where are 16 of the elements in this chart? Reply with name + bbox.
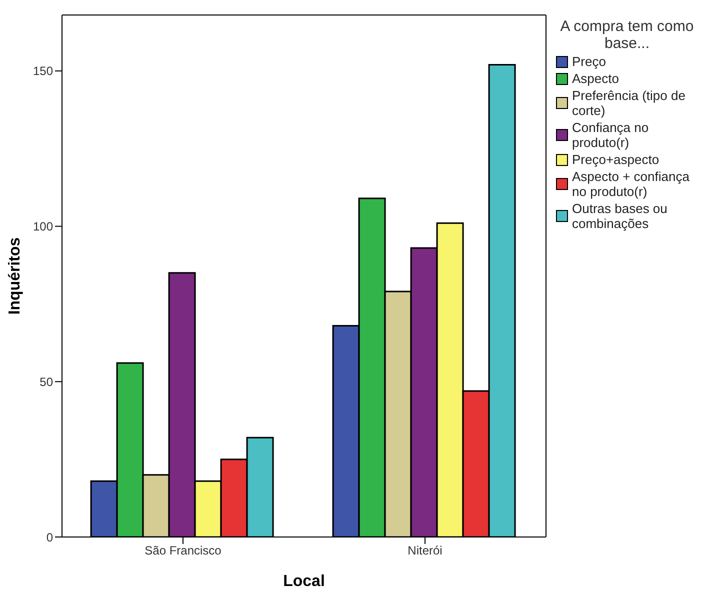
x-tick-label: Niterói <box>408 544 442 558</box>
x-tick-label: São Francisco <box>144 544 222 558</box>
y-tick-label: 0 <box>46 530 54 544</box>
legend-label: Aspecto + confiança no produto(r) <box>572 169 690 199</box>
legend-label: Preço <box>572 54 606 69</box>
legend-label: Preferência (tipo de corte) <box>572 88 686 118</box>
y-axis-title: Inquéritos <box>6 237 24 315</box>
legend-label: Preço+aspecto <box>572 152 660 167</box>
y-tick-label: 50 <box>40 374 54 389</box>
y-tick-label: 100 <box>32 220 54 234</box>
legend-label: Aspecto <box>572 71 619 86</box>
y-tick-label: 150 <box>32 64 54 78</box>
legend-title: A compra tem como base... <box>559 18 695 52</box>
legend-label: Outras bases ou combinações <box>572 201 668 231</box>
x-axis-title: Local <box>283 573 325 590</box>
legend-label: Confiança no produto(r) <box>572 120 650 150</box>
